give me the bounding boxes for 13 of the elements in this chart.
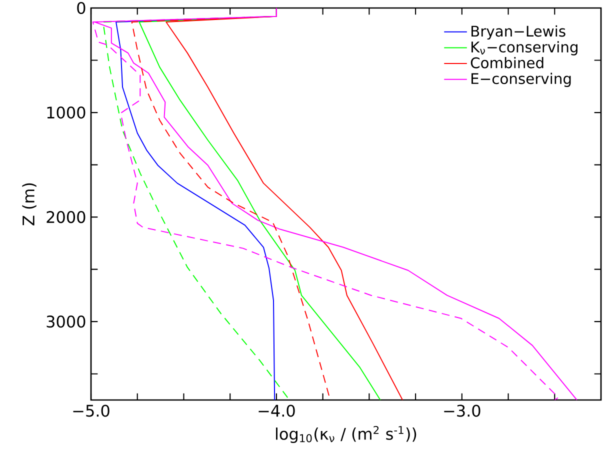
x-tick-label: −3.0 [444, 404, 480, 417]
y-tick-label: 2000 [46, 211, 86, 224]
x-tick-label: −5.0 [73, 404, 110, 417]
y-axis-title: Z (m) [22, 183, 36, 226]
legend-label: Combined [470, 56, 544, 68]
y-tick-label: 3000 [46, 316, 86, 328]
y-tick-label: 1000 [47, 106, 86, 119]
legend-label: Bryan−Lewis [472, 25, 566, 40]
x-tick-label: −4.0 [258, 404, 295, 417]
legend-label: E−conserving [472, 72, 571, 87]
text: log$_{10}$(κ$_{ν}$ / (m$^{2}$ s$^{-1}$)) [276, 426, 416, 444]
legend-label: K$_{ν}$−conserving [472, 41, 578, 56]
y-tick-label: 0 [77, 2, 86, 14]
